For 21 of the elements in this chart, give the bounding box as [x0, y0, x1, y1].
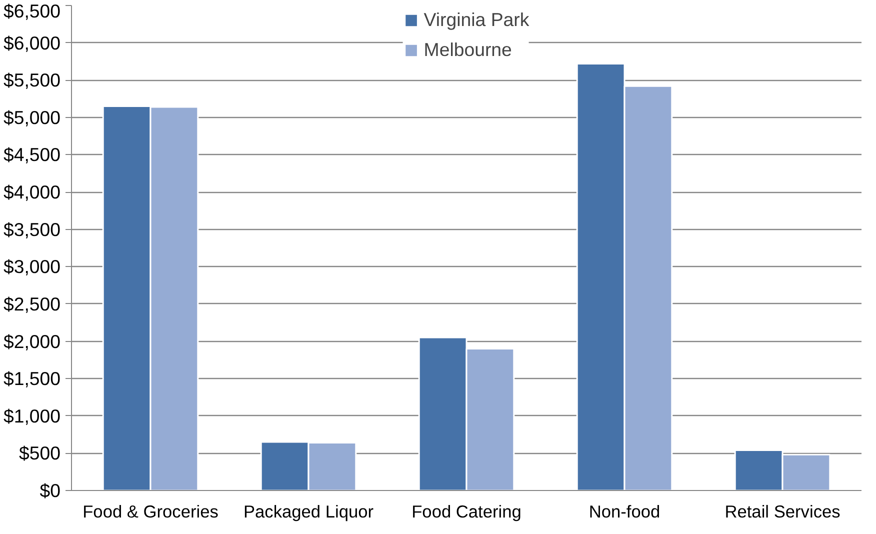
y-tick-label: $2,500 — [3, 293, 60, 314]
y-tick-label: $5,000 — [3, 106, 60, 128]
y-tick-label: $2,000 — [3, 330, 60, 352]
y-tick-label: $4,000 — [3, 182, 60, 203]
x-tick-label: Retail Services — [724, 502, 841, 522]
legend-label: Melbourne — [424, 39, 512, 61]
x-tick-label: Food Catering — [412, 502, 522, 522]
y-tick-label: $4,500 — [3, 144, 60, 166]
y-tick-label: $1,000 — [3, 405, 60, 426]
y-tick-label: $500 — [18, 442, 61, 464]
y-tick-label: $5,500 — [3, 70, 60, 91]
y-tick-label: $3,000 — [3, 256, 60, 278]
y-tick-label: $0 — [40, 480, 61, 501]
y-tick-label: $3,500 — [3, 218, 60, 240]
y-tick-label: $6,500 — [3, 0, 60, 22]
x-tick-label: Packaged Liquor — [243, 502, 374, 522]
y-tick-label: $6,000 — [3, 32, 60, 54]
x-tick-label: Non-food — [588, 502, 660, 522]
y-tick-label: $1,500 — [3, 368, 60, 390]
x-tick-label: Food & Groceries — [82, 502, 219, 522]
legend-label: Virginia Park — [424, 9, 530, 31]
